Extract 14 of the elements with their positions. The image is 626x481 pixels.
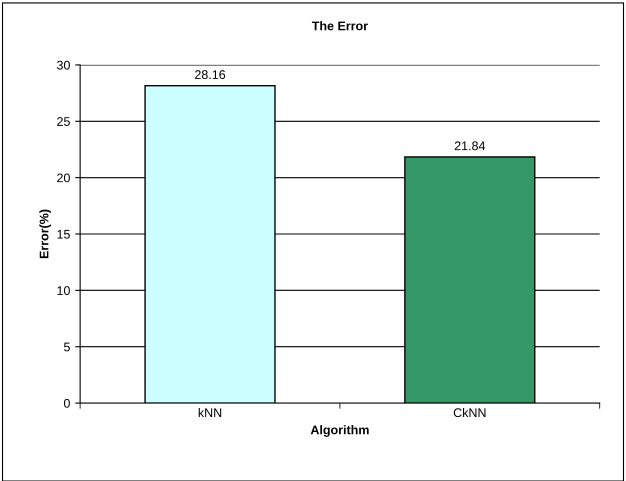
y-tick-label: 20: [57, 173, 70, 182]
y-tick-label: 30: [56, 60, 70, 70]
y-tick-label: 0: [64, 398, 70, 408]
x-tick-label: CkNN: [454, 408, 486, 418]
chart-title: The Error: [312, 21, 368, 30]
y-tick-label: 10: [57, 286, 70, 296]
y-axis-title: Error(%): [39, 210, 51, 258]
data-label: 21.84: [454, 141, 486, 150]
x-axis-title: Algorithm: [310, 425, 369, 437]
y-tick-label: 5: [64, 342, 70, 352]
data-label: 28.16: [195, 70, 226, 80]
y-tick-label: 15: [57, 230, 70, 239]
x-tick-label: kNN: [198, 408, 222, 417]
y-tick-label: 25: [57, 117, 70, 126]
